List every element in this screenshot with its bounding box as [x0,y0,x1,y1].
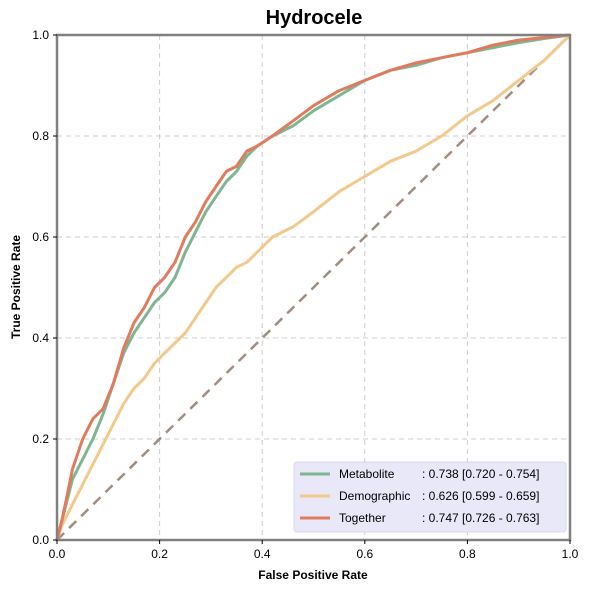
y-tick-label: 1.0 [32,28,49,42]
x-tick-label: 0.8 [459,547,476,561]
x-tick-label: 0.0 [49,547,66,561]
roc-series [55,33,572,541]
x-tick-label: 0.6 [356,547,373,561]
x-tick-label: 1.0 [562,547,579,561]
y-tick-label: 0.6 [32,230,49,244]
legend-auc-value: : 0.626 [0.599 - 0.659] [422,489,539,503]
chance-line [56,34,571,541]
series-line-demographic [55,33,572,541]
series-line-together [55,33,571,541]
grid-lines [57,35,570,540]
plot-frame [55,33,572,542]
legend-series-name: Together [339,511,386,525]
chart-title: Hydrocele [266,7,363,29]
legend-box [293,461,567,533]
x-tick-label: 0.4 [254,547,271,561]
y-axis-ticks: 0.0 0.2 0.4 0.6 0.8 1.0 [32,28,57,547]
legend: Metabolite : 0.738 [0.720 - 0.754] Demogra… [293,461,567,533]
x-tick-label: 0.2 [151,547,168,561]
legend-auc-value: : 0.738 [0.720 - 0.754] [422,467,539,481]
y-tick-label: 0.2 [32,432,49,446]
x-axis-label: False Positive Rate [258,568,368,582]
legend-auc-value: : 0.747 [0.726 - 0.763] [422,511,539,525]
reference-diagonal [56,34,571,541]
y-tick-label: 0.0 [32,533,49,547]
legend-series-name: Demographic [339,489,410,503]
legend-series-name: Metabolite [339,467,395,481]
series-line-metabolite [55,33,571,541]
y-tick-label: 0.8 [32,129,49,143]
x-axis-ticks: 0.0 0.2 0.4 0.6 0.8 1.0 [49,540,579,561]
y-tick-label: 0.4 [32,331,49,345]
y-axis-label: True Positive Rate [9,235,23,339]
